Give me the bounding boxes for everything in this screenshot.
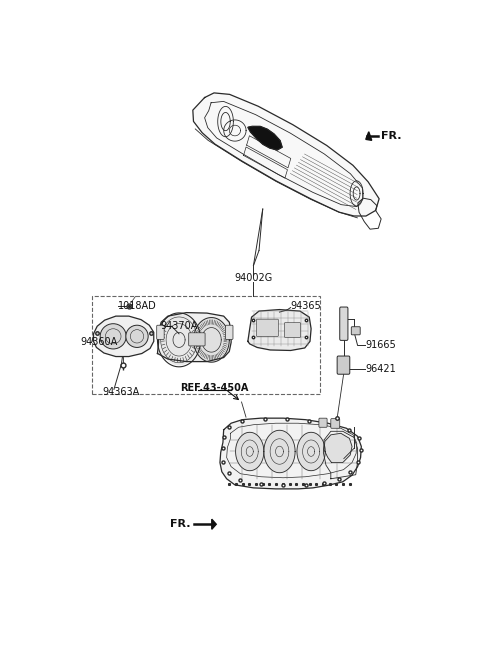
FancyBboxPatch shape	[340, 307, 348, 340]
Text: 94002G: 94002G	[234, 274, 273, 283]
Text: FR.: FR.	[381, 131, 401, 141]
Polygon shape	[264, 430, 295, 473]
Polygon shape	[212, 519, 216, 529]
Polygon shape	[193, 93, 379, 216]
Text: 91665: 91665	[365, 340, 396, 350]
Text: 96421: 96421	[365, 364, 396, 374]
Polygon shape	[236, 432, 264, 471]
Polygon shape	[248, 127, 282, 150]
Polygon shape	[297, 432, 325, 471]
Polygon shape	[248, 310, 311, 350]
Text: 94370A: 94370A	[160, 321, 198, 331]
Polygon shape	[220, 418, 361, 489]
Ellipse shape	[100, 323, 126, 349]
Polygon shape	[366, 132, 372, 140]
Text: 1018AD: 1018AD	[118, 301, 156, 311]
Polygon shape	[94, 316, 154, 357]
FancyBboxPatch shape	[256, 319, 278, 337]
Ellipse shape	[126, 325, 148, 348]
Text: REF.43-450A: REF.43-450A	[180, 383, 249, 393]
FancyBboxPatch shape	[156, 325, 164, 339]
Polygon shape	[157, 313, 231, 361]
FancyBboxPatch shape	[319, 418, 327, 427]
FancyBboxPatch shape	[337, 356, 350, 374]
Polygon shape	[193, 318, 229, 362]
Text: 94360A: 94360A	[81, 337, 118, 348]
FancyBboxPatch shape	[331, 419, 340, 428]
Polygon shape	[324, 434, 352, 462]
Text: FR.: FR.	[170, 520, 190, 529]
Circle shape	[161, 315, 197, 365]
Text: 94365: 94365	[290, 301, 322, 311]
FancyBboxPatch shape	[226, 325, 233, 339]
FancyBboxPatch shape	[351, 327, 360, 335]
FancyBboxPatch shape	[189, 333, 205, 346]
FancyBboxPatch shape	[284, 323, 300, 337]
Text: 94363A: 94363A	[103, 387, 140, 397]
Bar	[92, 296, 321, 394]
